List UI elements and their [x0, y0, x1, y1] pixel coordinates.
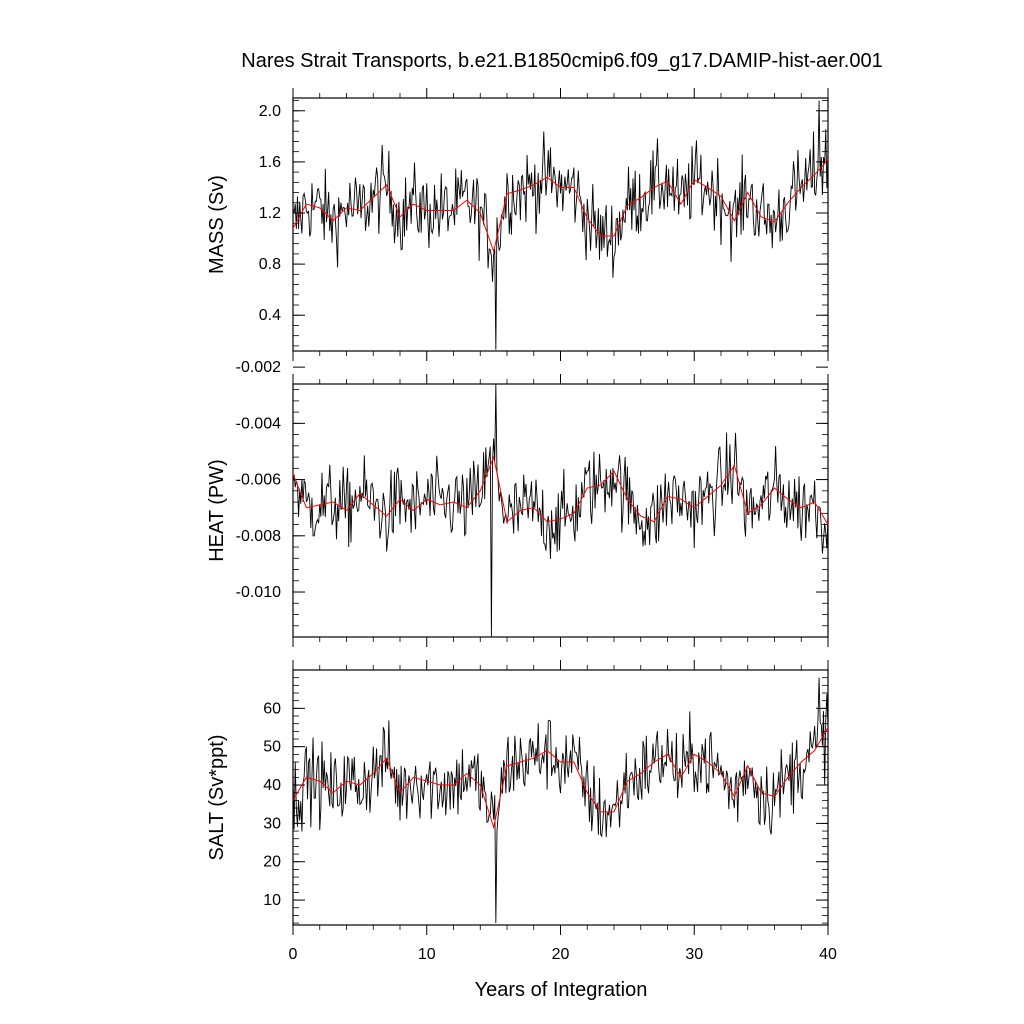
y-tick-label: 0.8 — [259, 256, 281, 273]
monthly-series-line — [292, 677, 829, 924]
panel-heat: -0.010 -0.008 -0.006 -0.004 -0.002 HEAT (PW) — [206, 359, 829, 647]
plot-frame — [292, 669, 829, 926]
y-tick-label: 20 — [263, 854, 281, 871]
x-axis-title: Years of Integration — [475, 979, 648, 1001]
chart-title: Nares Strait Transports, b.e21.B1850cmip… — [241, 50, 882, 72]
y-axis-title: HEAT (PW) — [206, 459, 228, 562]
x-tick-label: 20 — [552, 946, 570, 963]
y-tick-label: 30 — [263, 815, 281, 832]
annual-mean-line — [292, 455, 829, 525]
y-tick-label: 0.4 — [259, 307, 281, 324]
y-tick-label: 2.0 — [259, 103, 281, 120]
y-tick-label: -0.010 — [236, 584, 281, 601]
y-tick-label: 50 — [263, 739, 281, 756]
annual-mean-line — [292, 727, 829, 830]
y-tick-label: -0.004 — [236, 415, 281, 432]
x-tick-label: 30 — [685, 946, 703, 963]
annual-mean-line — [292, 159, 829, 254]
monthly-series-line — [292, 383, 829, 638]
y-tick-label: 1.2 — [259, 205, 281, 222]
panel-mass: 0.4 0.8 1.2 1.6 2.0 MASS (Sv) — [206, 88, 829, 361]
y-tick-label: 60 — [263, 700, 281, 717]
plot-frame — [292, 97, 829, 352]
y-tick-label: -0.002 — [236, 359, 281, 376]
x-tick-label: 0 — [289, 946, 298, 963]
y-axis-title: MASS (Sv) — [206, 175, 228, 274]
y-tick-label: 1.6 — [259, 154, 281, 171]
x-tick-label: 10 — [418, 946, 436, 963]
y-tick-label: 40 — [263, 777, 281, 794]
panel-salt: 10 20 30 40 50 60 SALT (Sv*ppt) — [206, 660, 829, 935]
y-tick-label: -0.006 — [236, 472, 281, 489]
y-axis-title: SALT (Sv*ppt) — [206, 735, 228, 861]
y-tick-label: -0.008 — [236, 528, 281, 545]
y-tick-label: 10 — [263, 892, 281, 909]
x-tick-label: 40 — [819, 946, 837, 963]
monthly-series-line — [292, 100, 829, 350]
